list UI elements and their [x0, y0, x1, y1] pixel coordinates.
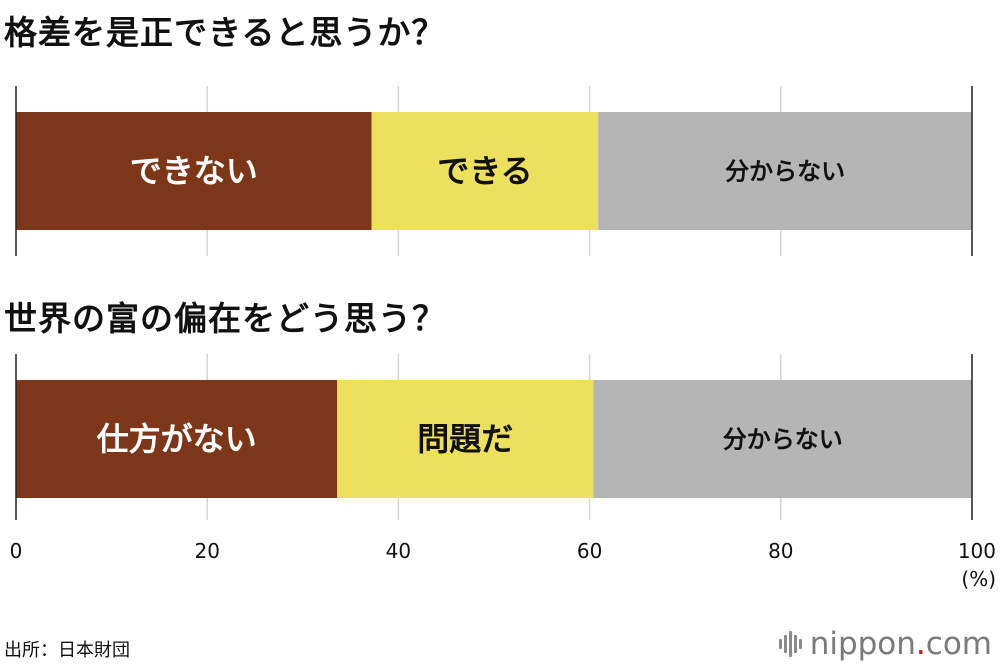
bar-1-label-3: 分からない	[725, 157, 845, 185]
bar-1-segment-2	[371, 112, 599, 230]
bar-1-segment-3	[598, 112, 972, 230]
logo-text: nippon	[809, 626, 916, 662]
x-tick-label-0: 0	[10, 539, 23, 563]
logo-mark-icon	[778, 631, 802, 657]
x-tick-label-60: 60	[577, 539, 602, 563]
bar-2-label-1: 仕方がない	[97, 420, 257, 458]
x-tick-label-20: 20	[194, 539, 219, 563]
chart-title-2: 世界の富の偏在をどう思う？	[4, 299, 446, 338]
bar-2-label-2: 問題だ	[417, 420, 513, 458]
logo-suffix: com	[925, 626, 992, 662]
x-axis-unit: (%)	[961, 567, 996, 591]
x-tick-label-40: 40	[386, 539, 411, 563]
bar-1-label-2: できる	[437, 152, 532, 190]
bar-1-label-1: できない	[130, 152, 258, 190]
x-tick-label-100: 100	[958, 539, 996, 563]
logo-dot: .	[915, 626, 926, 662]
bar-2-segment-2	[337, 380, 594, 498]
bar-1-segment-1	[16, 112, 372, 230]
nippon-com-logo: nippon. com	[778, 626, 992, 662]
x-tick-label-80: 80	[768, 539, 793, 563]
bar-2-segment-3	[593, 380, 972, 498]
bar-2-segment-1	[16, 380, 338, 498]
chart-title-1: 格差を是正できると思うか？	[4, 13, 446, 52]
source-note: 出所：日本財団	[4, 640, 130, 661]
bar-2-label-3: 分からない	[723, 425, 843, 453]
